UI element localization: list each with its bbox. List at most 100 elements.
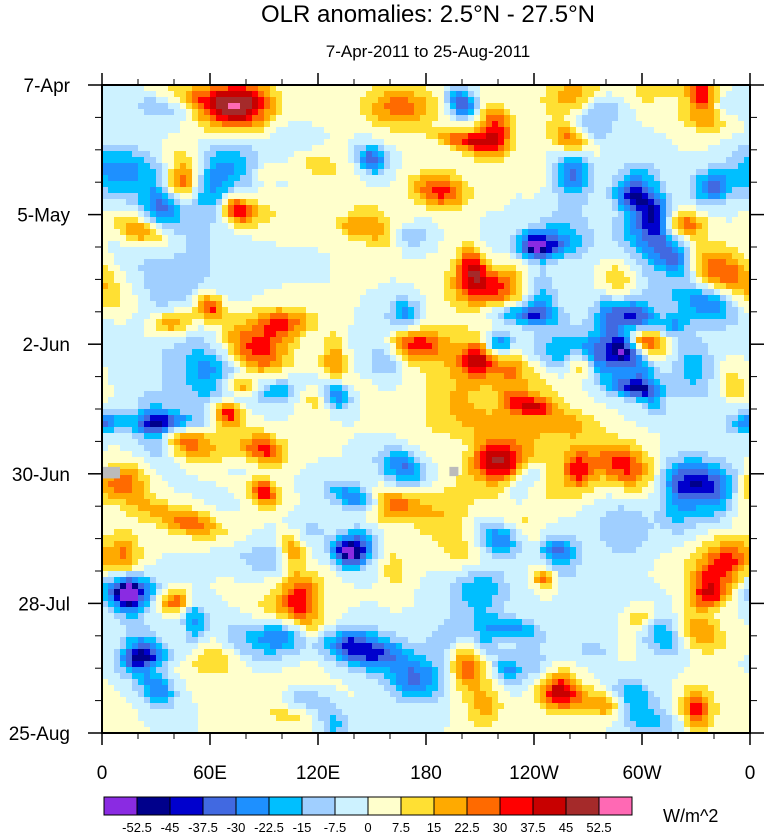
field-cell [492, 109, 499, 116]
field-cell [108, 181, 115, 188]
field-cell [348, 115, 355, 122]
field-cell [402, 109, 409, 116]
field-cell [198, 223, 205, 230]
field-cell [150, 307, 157, 314]
field-cell [528, 283, 535, 290]
field-cell [576, 271, 583, 278]
field-cell [726, 253, 733, 260]
field-cell [600, 247, 607, 254]
field-cell [384, 235, 391, 242]
field-cell [594, 133, 601, 140]
field-cell [150, 127, 157, 134]
field-cell [282, 115, 289, 122]
field-cell [474, 175, 481, 182]
field-cell [522, 127, 529, 134]
field-cell [648, 211, 655, 218]
field-cell [732, 307, 739, 314]
field-cell [204, 319, 211, 326]
field-cell [228, 277, 235, 284]
field-cell [468, 211, 475, 218]
field-cell [498, 313, 505, 320]
field-cell [174, 175, 181, 182]
field-cell [132, 127, 139, 134]
field-cell [270, 259, 277, 266]
field-cell [366, 355, 373, 362]
field-cell [252, 223, 259, 230]
field-cell [138, 271, 145, 278]
field-cell [156, 103, 163, 110]
field-cell [240, 331, 247, 338]
field-cell [606, 151, 613, 158]
field-cell [618, 163, 625, 170]
field-cell [486, 223, 493, 230]
field-cell [654, 157, 661, 164]
field-cell [522, 223, 529, 230]
field-cell [432, 103, 439, 110]
field-cell [486, 355, 493, 362]
field-cell [222, 253, 229, 260]
field-cell [408, 115, 415, 122]
field-cell [324, 259, 331, 266]
field-cell [144, 325, 151, 332]
field-cell [390, 241, 397, 248]
field-cell [366, 271, 373, 278]
field-cell [204, 259, 211, 266]
field-cell [246, 187, 253, 194]
field-cell [348, 163, 355, 170]
field-cell [294, 109, 301, 116]
field-cell [126, 205, 133, 212]
field-cell [258, 127, 265, 134]
field-cell [702, 313, 709, 320]
field-cell [360, 163, 367, 170]
field-cell [342, 265, 349, 272]
field-cell [684, 187, 691, 194]
field-cell [486, 145, 493, 152]
field-cell [138, 331, 145, 338]
field-cell [318, 343, 325, 350]
field-cell [282, 229, 289, 236]
field-cell [630, 85, 637, 92]
field-cell [318, 157, 325, 164]
field-cell [456, 223, 463, 230]
field-cell [402, 169, 409, 176]
field-cell [414, 151, 421, 158]
field-cell [702, 265, 709, 272]
field-cell [126, 139, 133, 146]
field-cell [300, 199, 307, 206]
field-cell [486, 211, 493, 218]
field-cell [624, 115, 631, 122]
field-cell [348, 109, 355, 116]
field-cell [720, 277, 727, 284]
field-cell [318, 85, 325, 92]
field-cell [102, 229, 109, 236]
field-cell [426, 157, 433, 164]
field-cell [330, 235, 337, 242]
field-cell [354, 205, 361, 212]
field-cell [552, 319, 559, 326]
field-cell [378, 205, 385, 212]
field-cell [552, 187, 559, 194]
field-cell [654, 289, 661, 296]
field-cell [102, 343, 109, 350]
field-cell [168, 169, 175, 176]
field-cell [588, 295, 595, 302]
field-cell [528, 307, 535, 314]
field-cell [240, 241, 247, 248]
field-cell [198, 109, 205, 116]
field-cell [102, 235, 109, 242]
field-cell [216, 277, 223, 284]
field-cell [342, 121, 349, 128]
field-cell [402, 253, 409, 260]
field-cell [708, 109, 715, 116]
field-cell [642, 115, 649, 122]
field-cell [744, 247, 750, 254]
field-cell [522, 241, 529, 248]
field-cell [438, 85, 445, 92]
field-cell [444, 283, 451, 290]
field-cell [594, 103, 601, 110]
field-cell [510, 355, 517, 362]
field-cell [582, 277, 589, 284]
field-cell [678, 223, 685, 230]
field-cell [108, 157, 115, 164]
field-cell [732, 103, 739, 110]
